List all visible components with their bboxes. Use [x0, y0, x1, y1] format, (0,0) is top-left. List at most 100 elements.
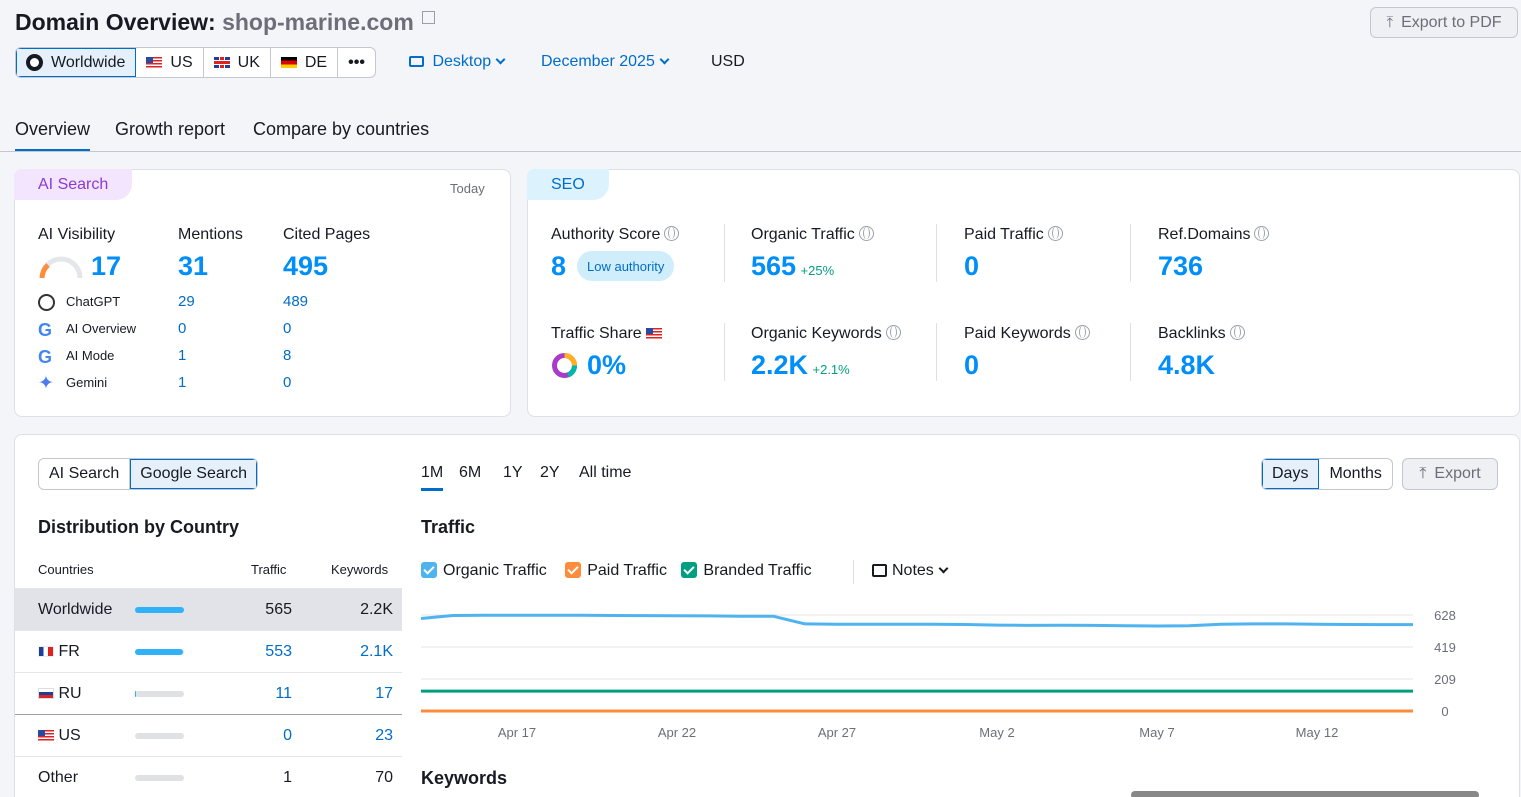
table-row[interactable]: RU 11 17 — [15, 672, 402, 714]
divider — [724, 323, 725, 381]
us-flag-icon — [146, 57, 163, 68]
us-flag-icon — [38, 729, 54, 741]
source-ai-search[interactable]: AI Search — [39, 459, 131, 489]
table-row[interactable]: Worldwide 565 2.2K — [15, 588, 402, 630]
legend-branded[interactable]: Branded Traffic — [681, 562, 812, 579]
cited-pages-value[interactable]: 495 — [283, 251, 329, 281]
tab-overview[interactable]: Overview — [15, 119, 91, 152]
region-more-button[interactable]: ••• — [338, 48, 375, 77]
region-label: DE — [304, 53, 328, 71]
region-worldwide[interactable]: Worldwide — [16, 48, 137, 77]
row-cited[interactable]: 0 — [283, 374, 292, 391]
chevron-down-icon — [938, 563, 949, 574]
row-cited[interactable]: 489 — [283, 293, 309, 310]
range-6m[interactable]: 6M — [459, 464, 482, 481]
upload-icon: ⤒ — [1419, 465, 1427, 482]
country-keywords[interactable]: 23 — [375, 726, 393, 744]
uk-flag-icon — [213, 57, 230, 68]
country-name: US — [38, 727, 81, 745]
tab-growth-report[interactable]: Growth report — [115, 119, 226, 139]
distribution-title: Distribution by Country — [38, 517, 239, 537]
country-traffic[interactable]: 553 — [265, 642, 292, 660]
keywords-title: Keywords — [421, 768, 508, 788]
region-us[interactable]: US — [136, 48, 204, 77]
date-dropdown[interactable]: December 2025 — [541, 53, 670, 71]
region-uk[interactable]: UK — [204, 48, 271, 77]
x-tick-label: Apr 27 — [818, 725, 856, 740]
table-row[interactable]: US 0 23 — [15, 714, 402, 756]
today-label: Today — [450, 181, 485, 196]
country-traffic: 1 — [283, 768, 292, 786]
granularity-toggle: Days Months — [1261, 458, 1393, 490]
row-cited[interactable]: 8 — [283, 347, 292, 364]
cited-pages-label: Cited Pages — [283, 226, 371, 243]
source-toggle: AI Search Google Search — [38, 458, 258, 490]
scrollbar[interactable] — [1131, 791, 1479, 797]
legend-paid[interactable]: Paid Traffic — [565, 562, 667, 579]
range-1y[interactable]: 1Y — [503, 464, 523, 481]
domain-link[interactable]: shop-marine.com — [222, 9, 414, 35]
region-de[interactable]: DE — [271, 48, 339, 77]
country-keywords[interactable]: 17 — [375, 684, 393, 702]
device-dropdown[interactable]: Desktop — [409, 53, 506, 71]
device-label: Desktop — [432, 53, 492, 70]
ai-search-card: AI Search Today AI Visibility Mentions C… — [14, 169, 511, 417]
external-link-icon[interactable] — [422, 11, 436, 24]
tab-compare-countries[interactable]: Compare by countries — [253, 119, 430, 139]
country-keywords[interactable]: 2.1K — [360, 642, 393, 660]
currency-label: USD — [711, 53, 745, 70]
comment-icon — [872, 564, 887, 577]
range-1m[interactable]: 1M — [421, 464, 444, 491]
legend-organic[interactable]: Organic Traffic — [421, 562, 547, 579]
col-keywords: Keywords — [331, 562, 389, 577]
row-name: ChatGPT — [66, 294, 121, 309]
notes-label: Notes — [892, 562, 934, 579]
organic-traffic-value[interactable]: 565 — [751, 251, 797, 281]
ru-flag-icon — [38, 687, 54, 699]
y-tick-label: 628 — [1434, 608, 1456, 623]
organic-keywords-delta: +2.1% — [812, 362, 850, 377]
traffic-share-label: Traffic Share — [551, 325, 663, 343]
table-row[interactable]: Other 1 70 — [15, 756, 402, 797]
paid-traffic-value[interactable]: 0 — [964, 251, 980, 281]
notes-dropdown[interactable]: Notes — [872, 562, 949, 580]
export-button[interactable]: ⤒ Export — [1402, 458, 1498, 490]
globe-icon — [1074, 325, 1090, 340]
row-mentions[interactable]: 1 — [178, 347, 187, 364]
ai-visibility-value[interactable]: 17 — [91, 251, 122, 281]
country-keywords: 70 — [375, 768, 393, 786]
paid-keywords-value[interactable]: 0 — [964, 350, 980, 380]
country-name: Worldwide — [38, 600, 113, 618]
source-google-search[interactable]: Google Search — [130, 459, 257, 489]
export-pdf-button[interactable]: ⤒ Export to PDF — [1370, 7, 1518, 38]
export-pdf-label: Export to PDF — [1401, 13, 1502, 31]
backlinks-value[interactable]: 4.8K — [1158, 350, 1216, 380]
ref-domains-value[interactable]: 736 — [1158, 251, 1204, 281]
row-name: AI Overview — [66, 321, 137, 336]
title-prefix: Domain Overview: — [15, 9, 216, 35]
country-traffic[interactable]: 11 — [275, 684, 292, 702]
country-name: Other — [38, 768, 79, 786]
authority-score-label: Authority Score — [551, 226, 680, 244]
gemini-icon: ✦ — [38, 373, 54, 394]
traffic-share-value[interactable]: 0% — [587, 350, 627, 380]
granularity-months[interactable]: Months — [1329, 465, 1382, 482]
seo-tag: SEO — [527, 169, 609, 200]
country-traffic: 565 — [265, 600, 292, 618]
authority-score-value[interactable]: 8 — [551, 251, 567, 281]
row-cited[interactable]: 0 — [283, 320, 292, 337]
mentions-value[interactable]: 31 — [178, 251, 209, 281]
row-mentions[interactable]: 1 — [178, 374, 187, 391]
divider — [853, 560, 854, 584]
row-mentions[interactable]: 0 — [178, 320, 187, 337]
row-mentions[interactable]: 29 — [178, 293, 195, 310]
range-all-time[interactable]: All time — [579, 464, 632, 481]
organic-keywords-value[interactable]: 2.2K — [751, 350, 809, 380]
share-bar — [135, 606, 184, 613]
table-row[interactable]: FR 553 2.1K — [15, 630, 402, 672]
country-traffic[interactable]: 0 — [283, 726, 292, 744]
range-2y[interactable]: 2Y — [540, 464, 560, 481]
globe-icon — [858, 226, 874, 241]
globe-icon — [1047, 226, 1063, 241]
granularity-days[interactable]: Days — [1262, 459, 1320, 489]
